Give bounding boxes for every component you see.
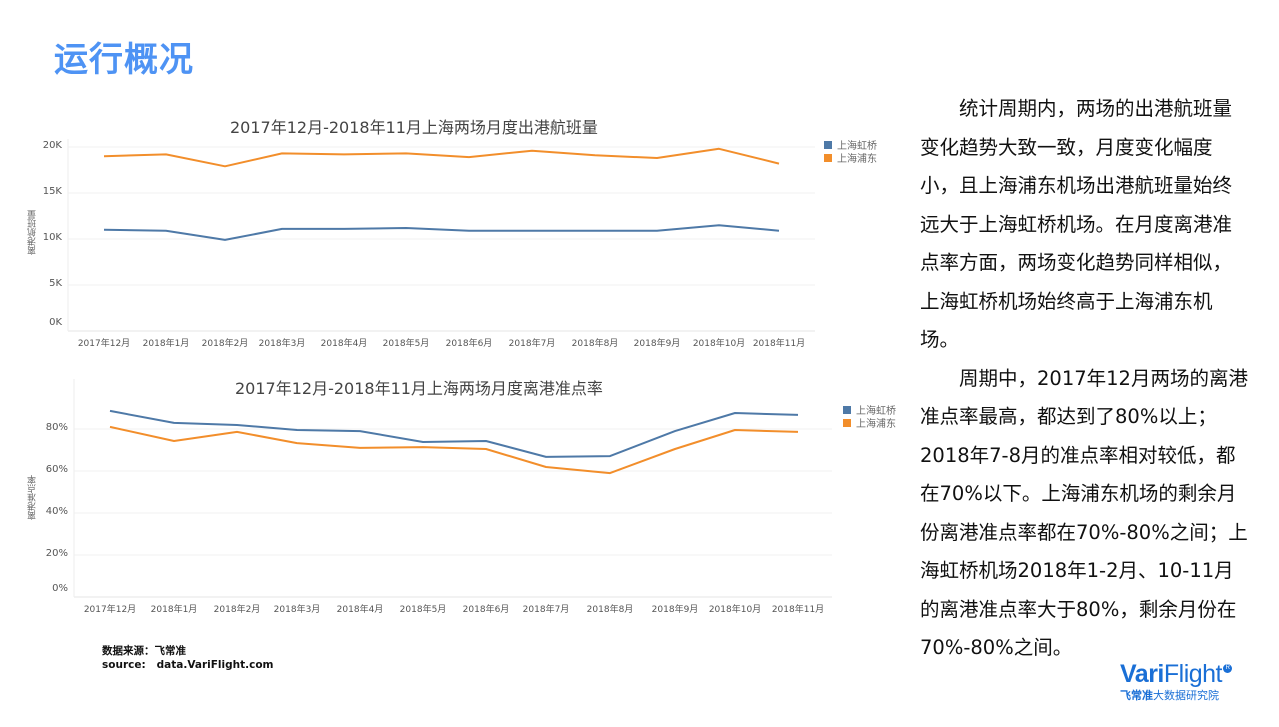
data-source: 数据来源：飞常准 source: data.VariFlight.com xyxy=(102,644,274,672)
variflight-logo: VariFlight R 飞常准大数据研究院 xyxy=(1120,660,1233,703)
y-tick-label: 60% xyxy=(45,464,68,475)
series-line[interactable] xyxy=(109,425,799,475)
x-tick-label: 2018年1月 xyxy=(150,605,198,615)
series-line[interactable] xyxy=(103,224,780,241)
x-tick-label: 2018年3月 xyxy=(273,605,321,615)
y-tick-label: 80% xyxy=(45,422,68,433)
y-tick-label: 40% xyxy=(45,506,68,517)
chart-title: 2017年12月-2018年11月上海两场月度离港准点率 xyxy=(235,379,603,398)
analysis-text: 统计周期内，两场的出港航班量变化趋势大致一致，月度变化幅度小，且上海浦东机场出港… xyxy=(920,90,1250,668)
ontime-rate-chart: 2017年12月-2018年11月上海两场月度离港准点率 离港准点率 上海虹桥 … xyxy=(28,379,896,615)
x-tick-label: 2018年8月 xyxy=(586,605,634,615)
y-tick-label: 5K xyxy=(49,278,62,289)
y-tick-label: 0% xyxy=(52,583,68,594)
legend-item-hongqiao[interactable]: 上海虹桥 xyxy=(824,138,877,152)
y-tick-label: 15K xyxy=(42,186,62,197)
x-tick-label: 2018年1月 xyxy=(142,339,190,349)
x-tick-label: 2018年2月 xyxy=(201,339,249,349)
y-tick-label: 20% xyxy=(45,548,68,559)
legend: 上海虹桥 上海浦东 xyxy=(843,403,896,430)
x-tick-label: 2018年6月 xyxy=(462,605,510,615)
x-tick-label: 2018年7月 xyxy=(508,339,556,349)
x-tick-label: 2018年4月 xyxy=(336,605,384,615)
x-tick-label: 2018年5月 xyxy=(399,605,447,615)
swatch-icon xyxy=(843,405,851,414)
departures-chart: 2017年12月-2018年11月上海两场月度出港航班量 离港航班量 上海虹桥 … xyxy=(0,0,900,360)
x-tick-label: 2018年3月 xyxy=(258,339,306,349)
x-tick-label: 2018年11月 xyxy=(771,605,825,615)
y-tick-label: 10K xyxy=(42,232,62,243)
x-tick-label: 2018年5月 xyxy=(382,339,430,349)
x-tick-label: 2018年9月 xyxy=(651,605,699,615)
swatch-icon xyxy=(824,140,832,149)
registered-icon: R xyxy=(1223,664,1233,673)
legend: 上海虹桥 上海浦东 xyxy=(824,138,877,165)
paragraph-1: 统计周期内，两场的出港航班量变化趋势大致一致，月度变化幅度小，且上海浦东机场出港… xyxy=(920,97,1233,351)
page-title: 运行概况 xyxy=(54,40,194,80)
legend-item-hongqiao[interactable]: 上海虹桥 xyxy=(843,403,896,417)
x-tick-label: 2018年9月 xyxy=(633,339,681,349)
x-tick-label: 2018年10月 xyxy=(692,339,746,349)
x-tick-label: 2018年6月 xyxy=(445,339,493,349)
series-line[interactable] xyxy=(103,147,780,168)
x-tick-label: 2017年12月 xyxy=(83,605,137,615)
swatch-icon xyxy=(824,153,832,162)
x-tick-label: 2018年4月 xyxy=(320,339,368,349)
x-tick-label: 2018年8月 xyxy=(571,339,619,349)
legend-item-pudong[interactable]: 上海浦东 xyxy=(824,151,877,165)
chart-title: 2017年12月-2018年11月上海两场月度出港航班量 xyxy=(230,118,598,137)
x-tick-label: 2018年10月 xyxy=(708,605,762,615)
x-tick-label: 2018年11月 xyxy=(752,339,806,349)
source-cn: 数据来源：飞常准 xyxy=(102,645,186,657)
series-line[interactable] xyxy=(109,409,799,458)
y-tick-label: 0K xyxy=(49,317,62,328)
plot-area xyxy=(67,139,815,332)
x-tick-label: 2018年2月 xyxy=(213,605,261,615)
logo-subtitle: 飞常准大数据研究院 xyxy=(1120,689,1219,702)
x-tick-label: 2017年12月 xyxy=(77,339,131,349)
source-en: source: data.VariFlight.com xyxy=(102,659,274,671)
swatch-icon xyxy=(843,418,851,427)
y-tick-label: 20K xyxy=(42,140,62,151)
legend-item-pudong[interactable]: 上海浦东 xyxy=(843,416,896,430)
paragraph-2: 周期中，2017年12月两场的离港准点率最高，都达到了80%以上；2018年7-… xyxy=(920,366,1248,660)
logo-wordmark: VariFlight R xyxy=(1120,660,1233,689)
x-tick-label: 2018年7月 xyxy=(522,605,570,615)
plot-area xyxy=(73,379,832,598)
